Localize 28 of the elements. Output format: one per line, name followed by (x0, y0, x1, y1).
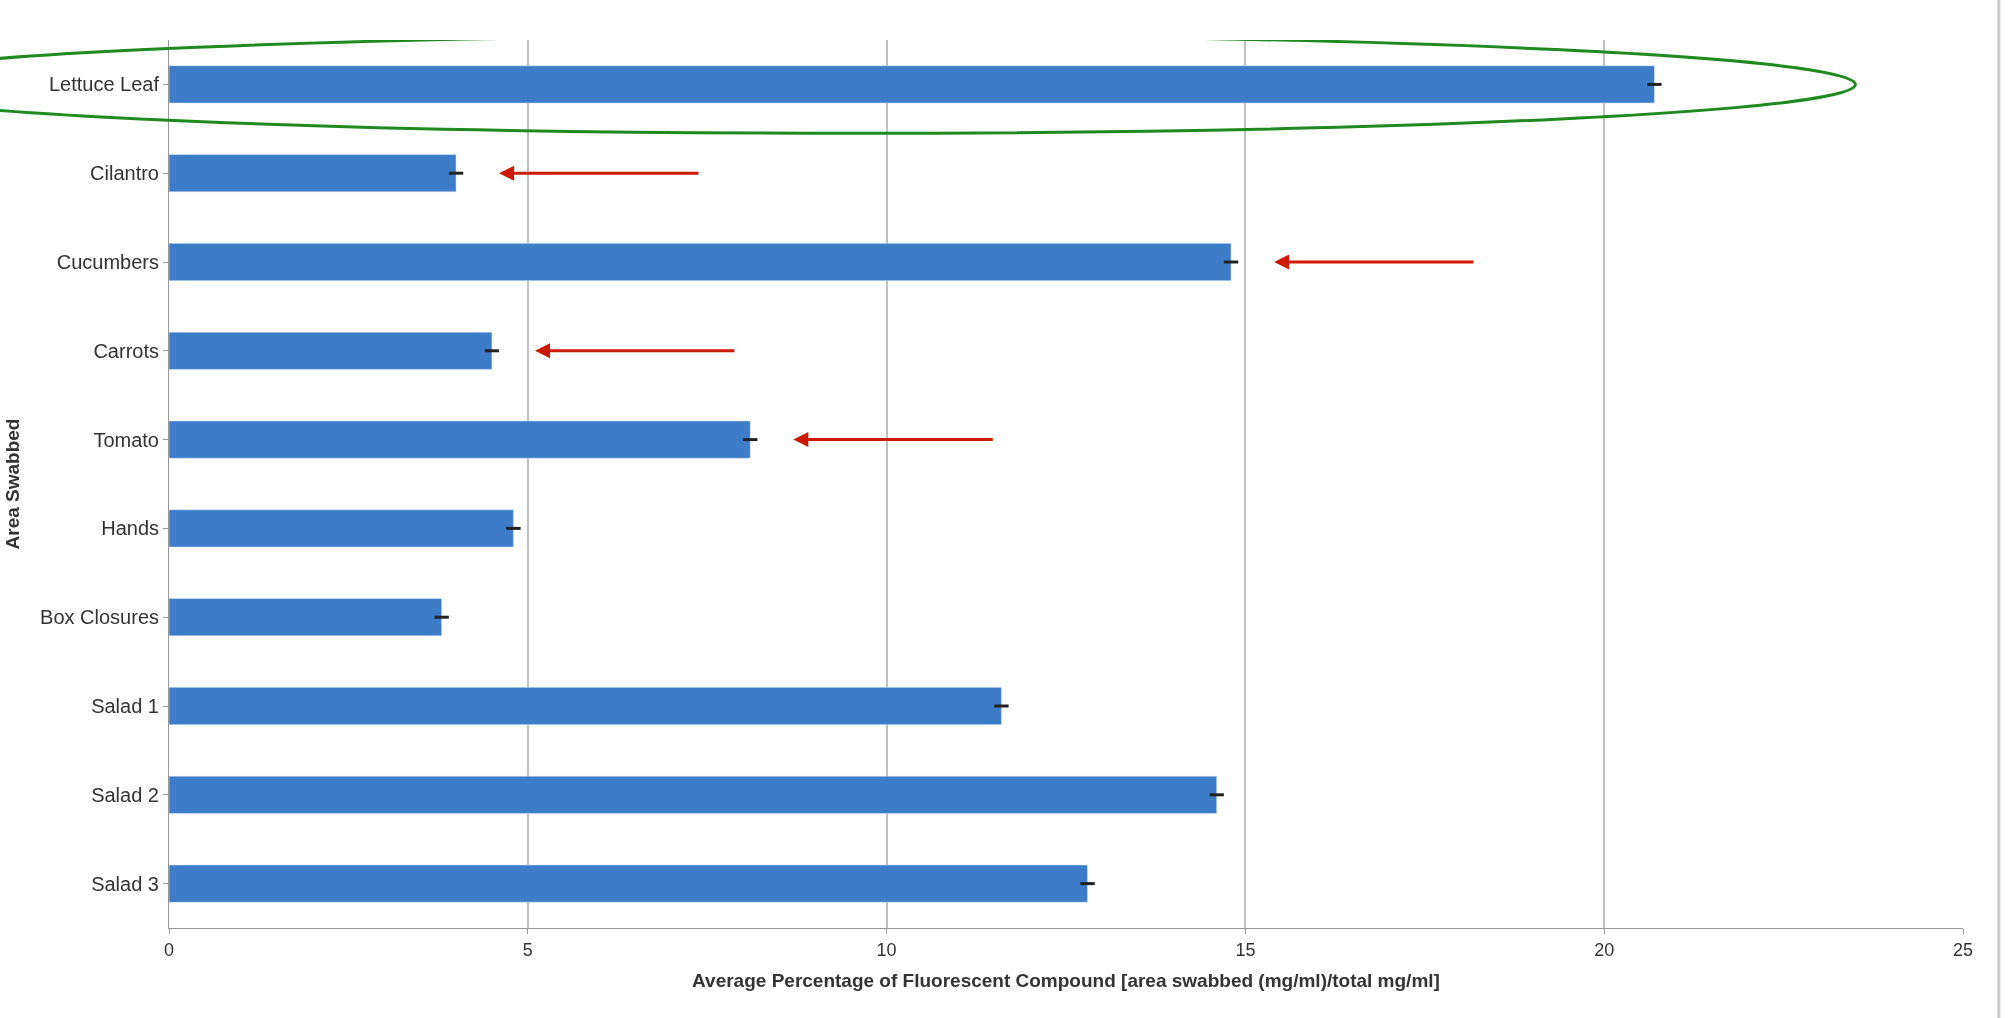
y-axis-title: Area Swabbed (1, 418, 23, 550)
y-tick-label: Box Closures (40, 606, 159, 629)
x-tick-label: 5 (522, 939, 533, 960)
bar (169, 65, 1655, 104)
bar (169, 154, 457, 193)
y-tick-label: Tomato (93, 428, 159, 451)
bar (169, 420, 751, 459)
y-tick-label: Salad 1 (91, 695, 159, 717)
bar (169, 243, 1232, 281)
y-tick-label: Salad 3 (91, 872, 159, 895)
bar (169, 331, 493, 370)
x-tick-label: 25 (1952, 939, 1974, 960)
y-tick-label: Cucumbers (56, 251, 159, 273)
bar (169, 687, 1002, 725)
y-tick-label: Cilantro (90, 162, 159, 185)
bar (169, 509, 514, 548)
x-tick-label: 0 (163, 939, 175, 960)
y-tick-label: Lettuce Leaf (48, 73, 160, 96)
bar (169, 775, 1217, 814)
y-tick-label: Hands (101, 517, 159, 540)
y-tick-label: Carrots (93, 339, 159, 362)
x-tick-label: 10 (876, 939, 897, 960)
y-tick-label: Salad 2 (91, 783, 159, 806)
x-tick-label: 20 (1594, 939, 1615, 960)
x-tick-label: 15 (1235, 939, 1256, 960)
x-axis-title: Average Percentage of Fluorescent Compound [area swabbed (mg/ml)/total mg/ml] (692, 970, 1440, 992)
bar (169, 598, 442, 637)
bar (169, 864, 1088, 903)
